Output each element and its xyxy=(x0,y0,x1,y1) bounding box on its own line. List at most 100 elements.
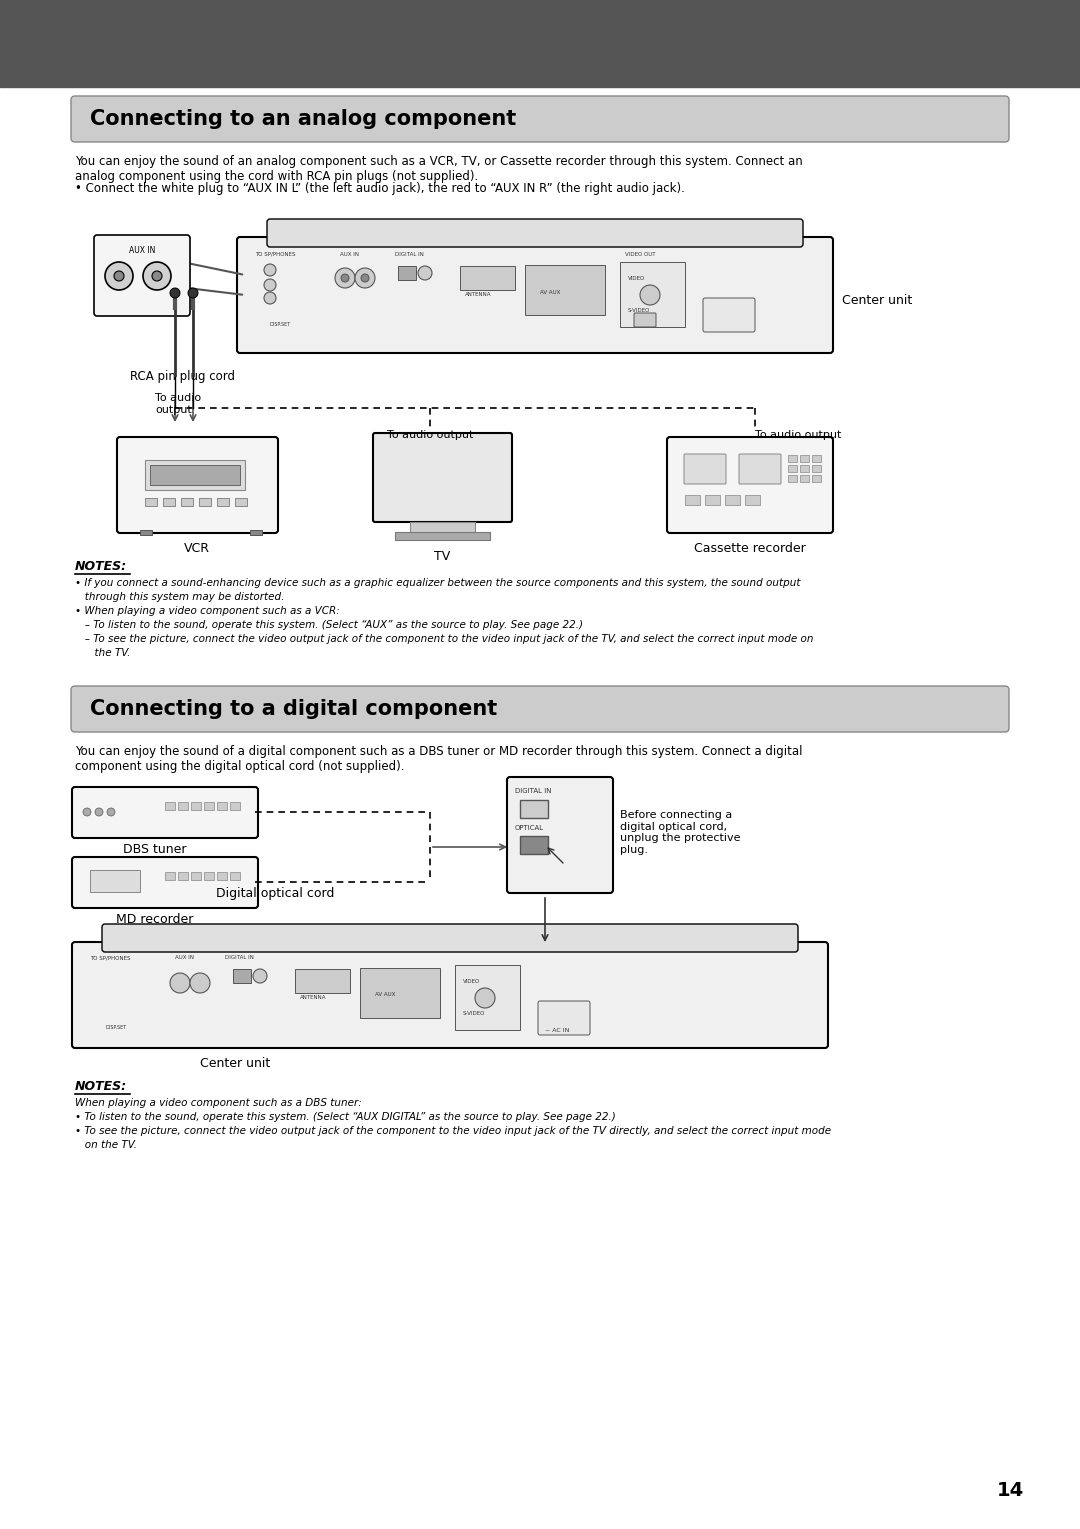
Circle shape xyxy=(114,271,124,281)
Bar xyxy=(812,476,821,482)
Bar xyxy=(145,460,245,489)
Bar xyxy=(235,498,247,506)
Bar xyxy=(455,965,519,1031)
Bar xyxy=(519,836,548,855)
Circle shape xyxy=(355,268,375,287)
Circle shape xyxy=(475,988,495,1008)
Bar xyxy=(90,870,140,891)
FancyBboxPatch shape xyxy=(634,313,656,327)
Bar xyxy=(0,0,1080,87)
Bar xyxy=(788,476,797,482)
Text: MD recorder: MD recorder xyxy=(117,913,193,927)
Bar xyxy=(233,969,251,983)
Text: TO SP/PHONES: TO SP/PHONES xyxy=(255,252,296,257)
Bar xyxy=(295,969,350,992)
Circle shape xyxy=(83,807,91,816)
Bar xyxy=(163,498,175,506)
Bar xyxy=(140,531,152,535)
Text: NOTES:: NOTES: xyxy=(75,560,127,573)
Bar xyxy=(519,800,548,818)
Bar xyxy=(525,265,605,315)
Text: Connecting to a digital component: Connecting to a digital component xyxy=(90,699,497,719)
Circle shape xyxy=(264,265,276,277)
Text: When playing a video component such as a DBS tuner:
• To listen to the sound, op: When playing a video component such as a… xyxy=(75,1098,832,1150)
Text: • If you connect a sound-enhancing device such as a graphic equalizer between th: • If you connect a sound-enhancing devic… xyxy=(75,578,813,657)
Text: S-VIDEO: S-VIDEO xyxy=(463,1011,485,1015)
Text: VIDEO: VIDEO xyxy=(627,277,645,281)
Text: OPTICAL: OPTICAL xyxy=(515,826,544,830)
Bar xyxy=(217,498,229,506)
FancyBboxPatch shape xyxy=(684,454,726,485)
Text: Center unit: Center unit xyxy=(200,1057,270,1070)
FancyBboxPatch shape xyxy=(71,687,1009,732)
Bar xyxy=(410,521,475,534)
Text: VIDEO OUT: VIDEO OUT xyxy=(625,252,656,257)
Circle shape xyxy=(95,807,103,816)
Bar xyxy=(395,532,490,540)
Text: DISP.SET: DISP.SET xyxy=(105,1024,126,1031)
Text: Digital optical cord: Digital optical cord xyxy=(216,887,334,901)
Bar xyxy=(178,803,188,810)
Bar xyxy=(685,495,700,505)
Text: AUX IN: AUX IN xyxy=(175,956,194,960)
Text: AV AUX: AV AUX xyxy=(375,992,395,997)
Bar xyxy=(181,498,193,506)
Text: ~ AC IN: ~ AC IN xyxy=(710,326,734,330)
Bar xyxy=(217,872,227,881)
Text: DIGITAL IN: DIGITAL IN xyxy=(515,787,552,794)
Circle shape xyxy=(640,284,660,304)
Text: ~ AC IN: ~ AC IN xyxy=(545,1027,569,1034)
Circle shape xyxy=(341,274,349,281)
Bar xyxy=(800,465,809,472)
Text: Before connecting a
digital optical cord,
unplug the protective
plug.: Before connecting a digital optical cord… xyxy=(620,810,741,855)
Text: You can enjoy the sound of a digital component such as a DBS tuner or MD recorde: You can enjoy the sound of a digital com… xyxy=(75,745,802,774)
Bar xyxy=(178,872,188,881)
Text: DBS tuner: DBS tuner xyxy=(123,842,187,856)
Text: Cassette recorder: Cassette recorder xyxy=(694,541,806,555)
Bar xyxy=(204,872,214,881)
FancyBboxPatch shape xyxy=(102,924,798,953)
Circle shape xyxy=(152,271,162,281)
FancyBboxPatch shape xyxy=(667,437,833,534)
Circle shape xyxy=(105,261,133,291)
Bar xyxy=(800,476,809,482)
Text: TO SP/PHONES: TO SP/PHONES xyxy=(90,956,131,960)
FancyBboxPatch shape xyxy=(267,219,804,248)
Bar xyxy=(788,465,797,472)
Bar xyxy=(145,498,157,506)
Text: 14: 14 xyxy=(997,1482,1024,1500)
Text: • Connect the white plug to “AUX IN L” (the left audio jack), the red to “AUX IN: • Connect the white plug to “AUX IN L” (… xyxy=(75,182,685,196)
Bar xyxy=(199,498,211,506)
Bar xyxy=(230,803,240,810)
Bar xyxy=(165,803,175,810)
Bar xyxy=(812,465,821,472)
Circle shape xyxy=(190,972,210,992)
FancyBboxPatch shape xyxy=(117,437,278,534)
Circle shape xyxy=(107,807,114,816)
FancyBboxPatch shape xyxy=(538,1001,590,1035)
Circle shape xyxy=(361,274,369,281)
FancyBboxPatch shape xyxy=(703,298,755,332)
Bar xyxy=(800,456,809,462)
Circle shape xyxy=(170,972,190,992)
Bar xyxy=(788,456,797,462)
Text: NOTES:: NOTES: xyxy=(75,1079,127,1093)
Text: DIGITAL IN: DIGITAL IN xyxy=(225,956,254,960)
Text: You can enjoy the sound of an analog component such as a VCR, TV, or Cassette re: You can enjoy the sound of an analog com… xyxy=(75,154,802,183)
FancyBboxPatch shape xyxy=(72,856,258,908)
Text: DISP.SET: DISP.SET xyxy=(270,323,292,327)
Text: S-VIDEO: S-VIDEO xyxy=(627,307,650,313)
Text: To audio output: To audio output xyxy=(387,430,473,440)
Bar xyxy=(812,456,821,462)
Bar xyxy=(360,968,440,1018)
Text: ANTENNA: ANTENNA xyxy=(465,292,491,297)
Circle shape xyxy=(264,292,276,304)
Text: VIDEO: VIDEO xyxy=(463,979,481,985)
FancyBboxPatch shape xyxy=(739,454,781,485)
Text: ANTENNA: ANTENNA xyxy=(300,995,326,1000)
Text: Center unit: Center unit xyxy=(842,294,913,306)
Bar xyxy=(249,531,262,535)
Text: To audio
output: To audio output xyxy=(156,393,201,414)
FancyBboxPatch shape xyxy=(72,787,258,838)
Text: AV AUX: AV AUX xyxy=(540,289,561,295)
